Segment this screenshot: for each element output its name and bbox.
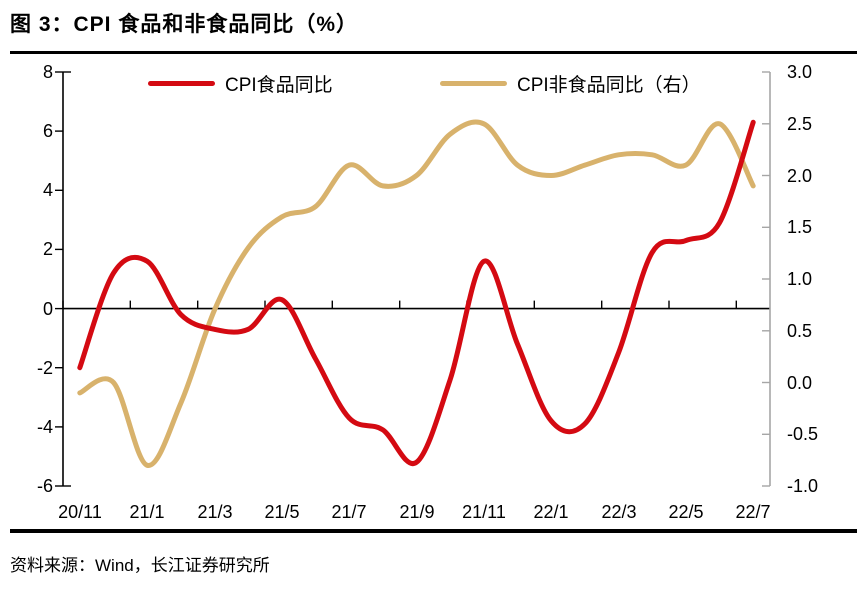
x-axis-label: 20/11 [58,502,102,522]
left-axis-label: 2 [42,239,53,259]
source-note: 资料来源：Wind，长江证券研究所 [10,556,270,575]
legend-item-cpi-food: CPI食品同比 [148,73,333,96]
chart-bottom-rule [10,529,857,533]
right-axis-label: -1.0 [787,476,819,496]
legend-item-cpi-nonfood: CPI非食品同比（右） [440,73,701,96]
x-axis-label: 22/7 [735,502,771,522]
right-axis-label: 2.0 [787,166,813,186]
x-axis-label: 21/11 [462,502,506,522]
food-line-swatch-icon [148,80,215,86]
right-axis-label: 2.5 [787,114,813,134]
figure-title: 图 3：CPI 食品和非食品同比（%） [10,13,359,36]
x-axis-label: 21/3 [197,502,233,522]
title-divider-rule [10,51,857,54]
right-axis-label: 0.0 [787,373,813,393]
chart-legend: CPI食品同比 CPI非食品同比（右） [0,73,867,96]
right-axis-label: -0.5 [787,424,819,444]
left-axis-label: 0 [42,299,53,319]
left-axis-label: 6 [42,121,53,141]
x-axis-label: 21/5 [264,502,300,522]
cpi-nonfood-line [77,119,756,468]
x-axis-label: 21/7 [331,502,367,522]
legend-label-cpi-food: CPI食品同比 [225,74,333,96]
x-axis-label: 21/1 [129,502,165,522]
right-axis-label: 0.5 [787,321,813,341]
x-axis-label: 22/3 [601,502,637,522]
cpi-food-line [77,119,756,467]
left-axis-label: -6 [36,476,53,496]
x-axis-label: 22/5 [668,502,704,522]
left-axis-label: -4 [36,417,53,437]
x-axis-label: 22/1 [533,502,569,522]
right-axis-label: 1.0 [787,269,813,289]
nonfood-line-swatch-icon [440,80,507,86]
right-axis-label: 3.0 [787,62,813,82]
right-axis-label: 1.5 [787,217,813,237]
left-axis-label: 4 [42,180,53,200]
legend-label-cpi-nonfood: CPI非食品同比（右） [517,74,701,96]
left-axis-label: 8 [42,62,53,82]
left-axis-label: -2 [36,358,53,378]
x-axis-label: 21/9 [399,502,435,522]
